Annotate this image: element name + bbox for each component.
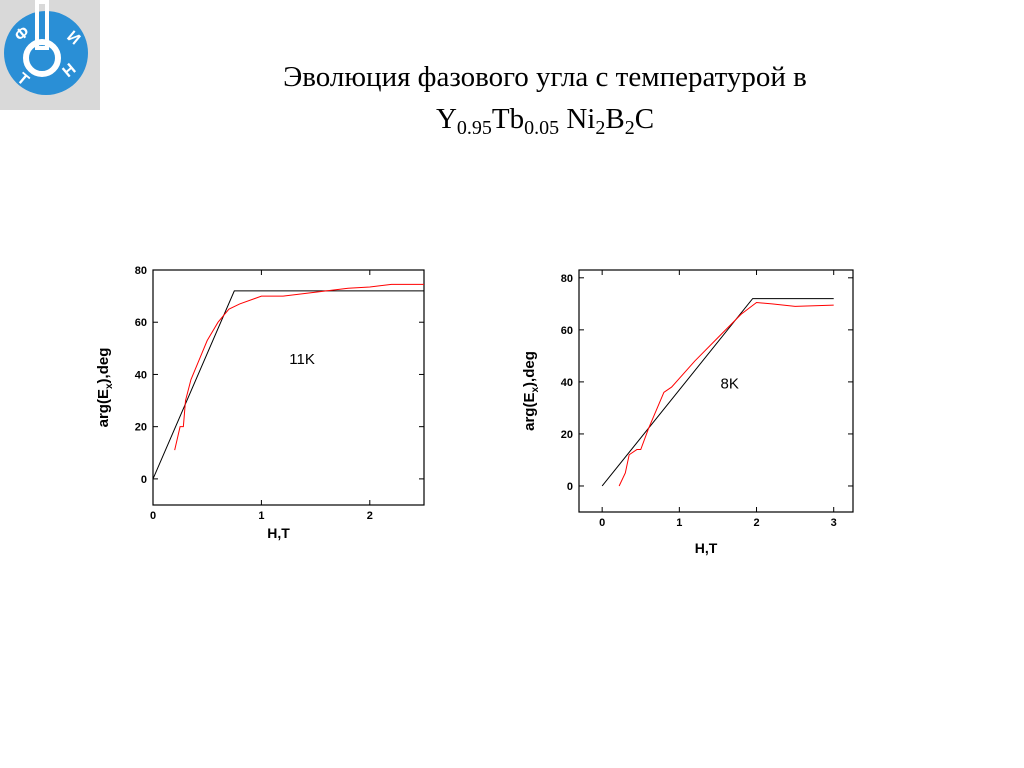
slide-title: Эволюция фазового угла с температурой в [283,61,807,93]
y-tick-label: 0 [141,474,147,486]
x-tick-label: 1 [676,517,682,529]
formula-part: B [605,103,624,135]
plot-frame [152,269,425,506]
formula-subscript: 0.95 [457,117,492,139]
x-tick-label: 2 [753,517,759,529]
y-tick-label: 80 [135,265,147,277]
y-axis-label-part: arg(E [521,393,538,431]
x-tick-label: 1 [258,510,264,522]
y-tick-label: 20 [135,422,147,434]
x-axis-label: H,T [695,540,718,556]
y-axis-label-part: ),deg [95,348,112,384]
x-axis-label: H,T [267,525,290,541]
formula-subscript: 2 [595,117,605,139]
formula-subscript: 2 [625,117,635,139]
formula-part: Ni [559,103,595,135]
formula-part: Y [436,103,457,135]
formula-part: C [635,103,654,135]
formula-subscript: 0.05 [524,117,559,139]
y-axis-label-subscript: x [530,387,541,393]
data-line [618,302,834,487]
y-tick-label: 0 [567,481,573,493]
data-line [601,298,834,487]
x-tick-label: 0 [150,510,156,522]
annotation: 11K [289,351,315,368]
y-tick-label: 20 [561,429,573,441]
logo: Ф И Т Н [0,0,100,110]
data-line [152,290,424,480]
y-axis-label: arg(Ex),deg [95,348,115,428]
chart: 0 1 2 3 0 20 40 60 80 H,T arg(Ex),deg 8K [521,269,854,556]
y-tick-label: 40 [561,377,573,389]
plot-frame [578,269,854,513]
y-axis-label-subscript: x [104,383,115,389]
logo-ring [23,39,61,77]
data-line [174,283,424,451]
y-tick-label: 80 [561,273,573,285]
formula: Y0.95Tb0.05 Ni2B2C [436,103,654,139]
y-tick-label: 60 [135,317,147,329]
x-tick-label: 0 [599,517,605,529]
logo-circle [4,11,88,95]
y-axis-label: arg(Ex),deg [521,351,541,431]
x-tick-label: 3 [831,517,837,529]
logo-tube [35,0,49,50]
y-axis-label-part: arg(E [95,389,112,427]
annotation: 8K [721,376,739,393]
formula-part: Tb [492,103,524,135]
y-tick-label: 40 [135,369,147,381]
y-axis-label-part: ),deg [521,351,538,387]
x-tick-label: 2 [367,510,373,522]
y-tick-label: 60 [561,325,573,337]
